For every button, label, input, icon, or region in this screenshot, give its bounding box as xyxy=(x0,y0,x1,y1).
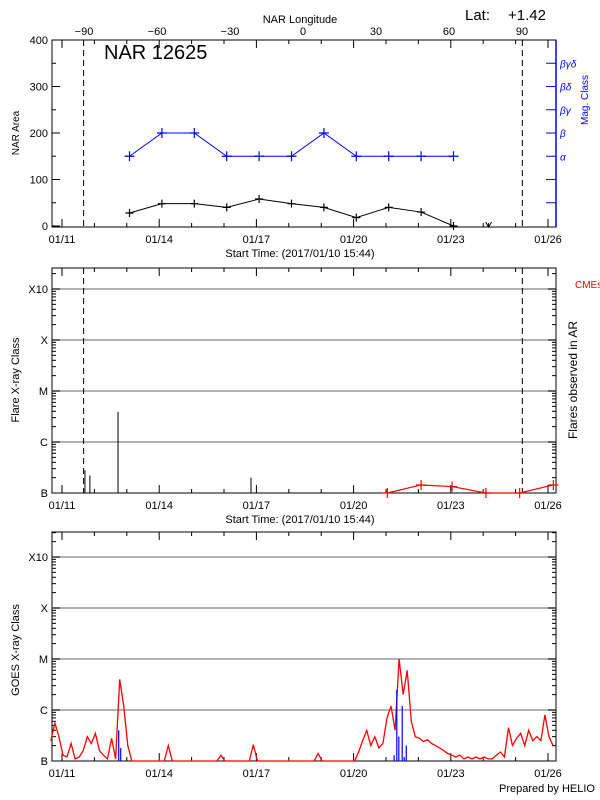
mag_class-point xyxy=(351,151,362,162)
top-axis-label: NAR Longitude xyxy=(263,14,338,26)
goes-long-channel-line xyxy=(50,658,554,762)
mag_class-point xyxy=(318,128,329,138)
mag_class-point xyxy=(286,151,297,162)
area-point xyxy=(255,195,264,204)
mag-class-label: βδ xyxy=(559,83,572,94)
y-tick-label: X10 xyxy=(28,284,48,296)
mag-class-label: β xyxy=(559,129,566,140)
mag_class-point xyxy=(416,151,427,162)
longitude-tick-label: −30 xyxy=(221,26,240,38)
y-axis-label: NAR Area xyxy=(11,110,22,155)
below-axis-marker xyxy=(485,221,493,228)
cme-point xyxy=(447,481,458,492)
area-point xyxy=(190,199,199,208)
y-tick-label: X10 xyxy=(28,552,48,564)
longitude-tick-label: 30 xyxy=(370,26,382,38)
area-point xyxy=(222,203,231,212)
chart-title: NAR 12625 xyxy=(104,42,207,64)
right-axis-label: Mag. Class xyxy=(580,75,591,125)
cme-point xyxy=(416,479,427,490)
y-tick-label: 200 xyxy=(30,128,48,140)
x-tick-label: 01/23 xyxy=(437,768,465,780)
y-tick-label: 400 xyxy=(30,35,48,47)
x-tick-label: 01/17 xyxy=(243,234,271,246)
x-axis-label: Start Time: (2017/01/10 15:44) xyxy=(225,514,374,526)
area-point xyxy=(319,203,328,212)
area-point xyxy=(287,199,296,208)
mag_class-point xyxy=(383,151,394,162)
mag-class-label: βγδ xyxy=(559,59,577,70)
lat-value: +1.42 xyxy=(508,7,546,24)
x-tick-label: 01/11 xyxy=(49,768,76,780)
y-tick-label: X xyxy=(41,335,49,347)
area-point xyxy=(449,222,458,230)
x-tick-label: 01/20 xyxy=(340,500,368,512)
goes-xray-panel: B C M X X10 01/11 01/14 01/17 01/20 01/23 01/26 xyxy=(28,531,562,780)
mag_class-point xyxy=(221,151,232,162)
longitude-tick-label: −90 xyxy=(75,26,94,38)
cme-point xyxy=(382,488,393,498)
cme-point xyxy=(514,488,525,498)
plot-frame xyxy=(51,267,557,494)
y-tick-label: 100 xyxy=(30,175,48,187)
y-tick-label: 300 xyxy=(30,82,48,94)
x-tick-label: 01/26 xyxy=(534,234,562,246)
longitude-tick-label: 0 xyxy=(300,26,306,38)
prepared-by: Prepared by HELIO xyxy=(499,783,595,795)
y-axis-label: Flare X-ray Class xyxy=(10,337,22,422)
y-tick-label: M xyxy=(39,386,48,398)
plot-frame xyxy=(51,531,557,762)
flare-class-panel: B C M X X10 01/11 01/14 01/17 01/20 01/23 01/26 xyxy=(28,267,562,512)
x-tick-label: 01/11 xyxy=(49,500,76,512)
mag_class-point xyxy=(156,128,167,138)
plot-frame xyxy=(51,39,557,228)
area-point xyxy=(384,203,393,212)
mag_class-point xyxy=(448,151,459,162)
longitude-tick-label: 60 xyxy=(443,26,455,38)
nar-area-panel: 0 100 200 300 400 α β βγ βδ βγδ −90 −60 −30 0 30 60 90 01… xyxy=(30,26,577,246)
x-tick-label: 01/17 xyxy=(243,500,271,512)
y-tick-label: C xyxy=(40,437,48,449)
area-point xyxy=(157,199,166,208)
cme-label: CMEs xyxy=(575,280,600,291)
mag_class-point xyxy=(254,151,265,162)
area-point xyxy=(352,213,361,222)
y-tick-label: C xyxy=(40,705,48,717)
x-tick-label: 01/26 xyxy=(534,768,562,780)
mag-class-label: βγ xyxy=(559,106,572,117)
cme-line xyxy=(387,484,554,494)
x-tick-label: 01/20 xyxy=(340,234,368,246)
y-tick-label: B xyxy=(41,488,48,500)
right-axis-label: Flares observed in AR xyxy=(566,321,580,439)
cme-point xyxy=(548,479,559,490)
mag_class-point xyxy=(189,128,200,138)
y-axis-label: GOES X-ray Class xyxy=(10,604,22,696)
cme-point xyxy=(480,488,491,498)
y-tick-label: X xyxy=(41,603,49,615)
x-tick-label: 01/14 xyxy=(145,768,173,780)
area-point xyxy=(417,208,426,217)
x-tick-label: 01/23 xyxy=(437,500,465,512)
longitude-tick-label: 90 xyxy=(516,26,528,38)
x-tick-label: 01/14 xyxy=(145,234,173,246)
y-tick-label: 0 xyxy=(42,221,48,233)
y-tick-label: B xyxy=(41,756,48,768)
x-tick-label: 01/17 xyxy=(243,768,271,780)
longitude-tick-label: −60 xyxy=(148,26,167,38)
x-tick-label: 01/23 xyxy=(437,234,465,246)
y-tick-label: M xyxy=(39,654,48,666)
mag_class-point xyxy=(124,151,135,162)
mag-class-label: α xyxy=(560,152,566,163)
x-tick-label: 01/26 xyxy=(534,500,562,512)
x-tick-label: 01/20 xyxy=(340,768,368,780)
area-point xyxy=(125,208,134,217)
x-tick-label: 01/11 xyxy=(49,234,76,246)
x-axis-label: Start Time: (2017/01/10 15:44) xyxy=(225,248,374,260)
x-tick-label: 01/14 xyxy=(145,500,173,512)
lat-label: Lat: xyxy=(465,7,490,24)
